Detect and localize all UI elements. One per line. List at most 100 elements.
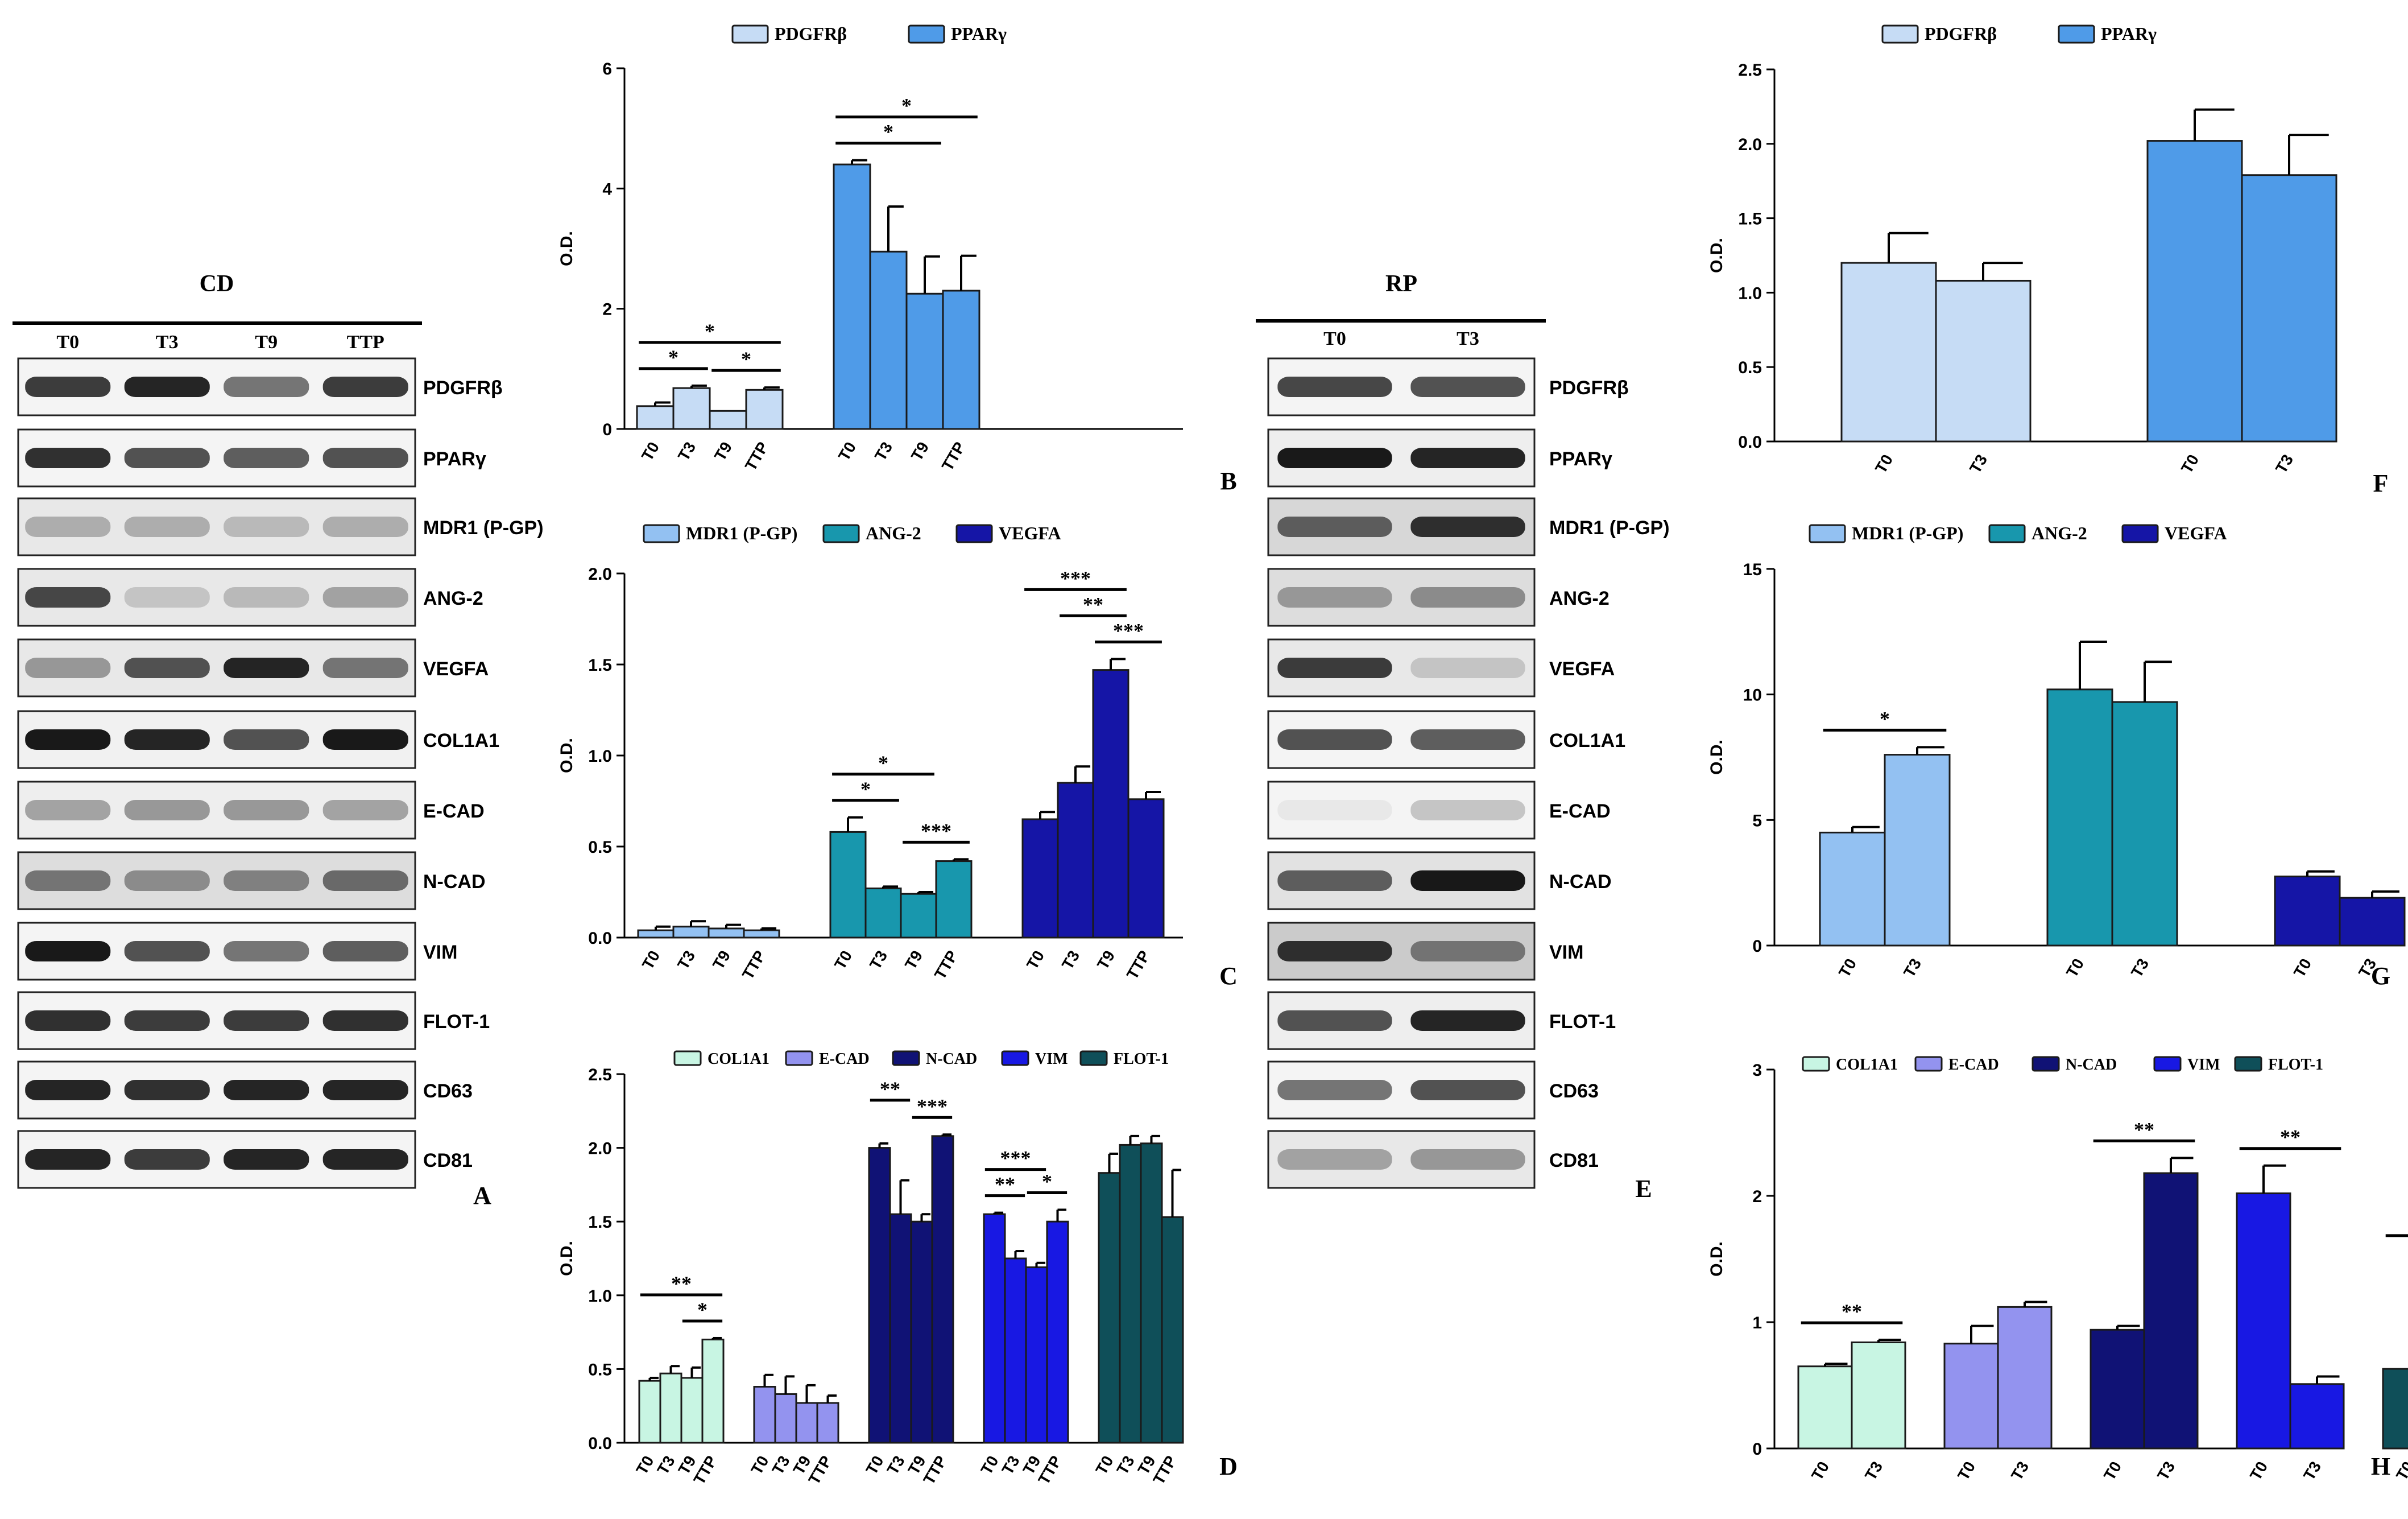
bar-group: T0 T3	[1819, 746, 1951, 980]
blot-band	[25, 729, 111, 750]
bar	[2046, 688, 2113, 947]
chart-panel-c: 0.00.51.01.52.0O.D.T0 T3 T9 TTP T0 T3 T9 TTP T0 T…	[557, 523, 1238, 990]
significance-stars: *	[705, 320, 715, 342]
x-tick-label: T3	[871, 439, 896, 464]
blot-band	[1277, 377, 1392, 397]
x-tick-label: T0	[2063, 956, 2087, 981]
legend-swatch	[955, 524, 993, 543]
legend-item: FLOT-1	[2234, 1056, 2323, 1074]
x-tick-label: T3	[2272, 452, 2297, 477]
blot-row: CD63	[1267, 1060, 1599, 1120]
chart-panel-h: 0123O.D.T0T3T0T3T0T3T0T3T0T3********COL1…	[1707, 1056, 2408, 1483]
legend-label: FLOT-1	[1114, 1050, 1169, 1068]
protein-label: CD63	[423, 1080, 473, 1102]
legend-item: N-CAD	[2032, 1056, 2117, 1074]
legend-label: MDR1 (P-GP)	[686, 523, 797, 543]
legend-item: PPARγ	[908, 23, 1007, 44]
protein-label: PDGFRβ	[1549, 377, 1629, 399]
x-tick-label: T0	[2100, 1459, 2125, 1484]
blot-panel-a: CD T0 T3 T9 TTP PDGFRβ PPARγ MDR1 (P-GP) ANG-2 VE…	[13, 271, 544, 1210]
bar	[900, 893, 937, 939]
bar	[2146, 140, 2243, 443]
bar	[638, 1380, 661, 1444]
x-tick-label: T3	[2128, 956, 2152, 981]
legend-label: COL1A1	[1836, 1056, 1898, 1074]
protein-label: N-CAD	[423, 871, 486, 893]
legend-label: ANG-2	[2032, 523, 2087, 543]
legend-item: COL1A1	[1802, 1056, 1898, 1074]
y-tick-label: 5	[1752, 811, 1762, 830]
y-tick-label: 2.0	[588, 565, 612, 584]
y-tick-label: 2.0	[588, 1140, 612, 1158]
bar	[659, 1372, 682, 1444]
legend-swatch	[1001, 1050, 1029, 1066]
bar	[680, 1377, 704, 1444]
significance-bracket: *	[832, 778, 899, 802]
blot-band	[224, 377, 309, 397]
x-tick-label: T0	[835, 439, 859, 464]
blot-band	[25, 377, 111, 397]
bar-group: T0 T3	[2236, 1164, 2345, 1483]
blot-row: VEGFA	[17, 638, 489, 697]
bar	[2111, 701, 2178, 947]
bar	[1840, 262, 1937, 443]
blot-row: PPARγ	[17, 428, 486, 488]
x-tick-label: T3	[769, 1453, 793, 1478]
bar	[795, 1402, 818, 1444]
blot-band	[224, 1080, 309, 1100]
y-tick-label: 0.5	[588, 838, 612, 857]
x-tick-label: T0	[633, 1453, 657, 1478]
x-tick-label: T0	[2290, 956, 2315, 981]
significance-bracket: **	[2385, 1234, 2408, 1237]
protein-label: ANG-2	[1549, 588, 1610, 609]
legend-label: N-CAD	[2066, 1056, 2117, 1074]
significance-bracket: **	[2239, 1126, 2341, 1150]
blot-panel-e: RP T0 T3 PDGFRβ PPARγ MDR1 (P-GP) ANG-2 VEGFA CO…	[1256, 271, 1670, 1203]
blot-band	[1277, 448, 1392, 468]
x-tick-label: TTP	[690, 1453, 720, 1488]
x-tick-label: T3	[674, 948, 698, 973]
significance-bracket: ***	[912, 1095, 953, 1119]
bar-group: T0 T3	[2146, 108, 2337, 477]
blot-band	[322, 1010, 408, 1031]
legend-item: ANG-2	[822, 523, 921, 543]
blot-band	[1410, 870, 1525, 891]
blot-row: CD81	[17, 1130, 473, 1189]
x-tick-label: TTP	[1149, 1453, 1180, 1488]
significance-bracket: *	[1823, 707, 1947, 732]
x-tick-label: TTP	[1123, 948, 1153, 983]
y-tick-label: 15	[1743, 560, 1762, 579]
legend-swatch	[1809, 524, 1846, 543]
y-tick-label: 1.0	[588, 1287, 612, 1306]
significance-stars: **	[880, 1078, 900, 1100]
blot-band	[224, 1010, 309, 1031]
blot-band	[322, 941, 408, 961]
blot-title: RP	[1385, 271, 1417, 297]
blot-band	[322, 517, 408, 537]
bar	[2339, 897, 2406, 947]
blot-row: CD81	[1267, 1130, 1599, 1189]
blot-band	[1277, 1080, 1392, 1100]
legend: COL1A1 E-CAD N-CAD VIM FLOT-1	[1802, 1056, 2323, 1074]
x-tick-label: T3	[2008, 1459, 2032, 1484]
x-tick-label: T3	[654, 1453, 678, 1478]
legend-swatch	[1802, 1056, 1830, 1072]
x-tick-label: T0	[2393, 1459, 2408, 1484]
lane-label: TTP	[347, 332, 384, 353]
blot-band	[124, 800, 210, 820]
protein-label: CD81	[1549, 1150, 1599, 1171]
y-tick-label: 4	[602, 180, 612, 199]
panel-letter: G	[2371, 962, 2390, 990]
bar	[864, 888, 902, 939]
legend-item: ANG-2	[1988, 523, 2087, 543]
protein-label: VIM	[1549, 942, 1583, 963]
significance-bracket: *	[639, 346, 708, 370]
blot-band	[322, 658, 408, 678]
blot-band	[1410, 729, 1525, 750]
x-tick-label: TTP	[1035, 1453, 1065, 1488]
legend-swatch	[908, 24, 945, 44]
bar-group: T0 T3	[2090, 1157, 2199, 1484]
